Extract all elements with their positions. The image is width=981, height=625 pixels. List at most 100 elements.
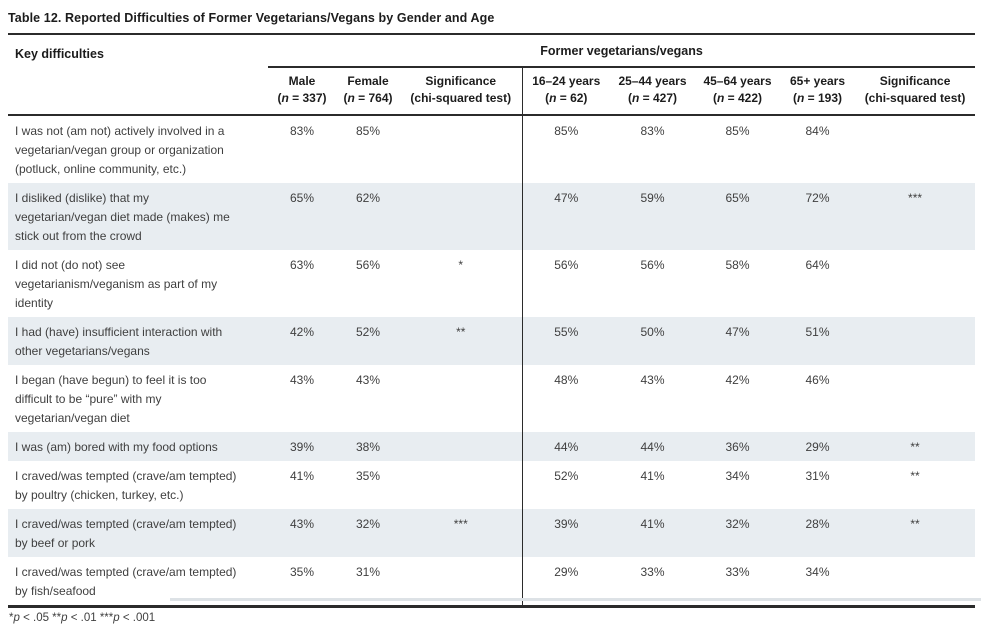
cell-significance-age	[855, 250, 975, 317]
cell-16-24: 44%	[521, 432, 610, 461]
difficulty-label: I had (have) insufficient interaction wi…	[15, 325, 223, 358]
cell-female: 35%	[355, 469, 381, 483]
cell-45-64: 65%	[725, 191, 750, 205]
cell-16-24: 39%	[521, 509, 610, 557]
cell-significance-age	[855, 365, 975, 432]
table-row: I had (have) insufficient interaction wi…	[8, 317, 976, 365]
cell-16-24: 85%	[521, 115, 610, 183]
table-caption: Table 12. Reported Difficulties of Forme…	[8, 11, 495, 25]
cell-male: 35%	[289, 565, 315, 579]
cell-female: 43%	[355, 373, 381, 387]
cell-male: 41%	[289, 469, 315, 483]
column-header-row: Male (n = 337) Female (n = 764) Significan…	[8, 67, 976, 116]
cell-female: 31%	[355, 565, 381, 579]
cell-45-64: 42%	[725, 373, 750, 387]
cell-45-64: 47%	[725, 325, 750, 339]
report-page: Table 12. Reported Difficulties of Forme…	[8, 11, 981, 624]
cell-25-44: 41%	[640, 469, 665, 483]
cell-male: 65%	[289, 191, 315, 205]
cell-significance-gender	[400, 115, 522, 183]
cell-male: 39%	[289, 440, 315, 454]
cell-65-plus: 72%	[805, 191, 830, 205]
cell-female: 32%	[355, 517, 381, 531]
cell-significance-gender	[400, 365, 522, 432]
cell-65-plus: 46%	[805, 373, 830, 387]
col-header-16-24: 16–24 years (n = 62)	[521, 67, 610, 116]
cell-significance-gender: **	[456, 325, 466, 339]
cell-45-64: 34%	[725, 469, 750, 483]
col-header-female: Female (n = 764)	[336, 67, 400, 116]
cell-significance-gender: ***	[453, 517, 468, 531]
difficulty-label: I did not (do not) see vegetarianism/veg…	[15, 258, 218, 310]
table-row: I did not (do not) see vegetarianism/veg…	[8, 250, 975, 317]
table-body: I was not (am not) actively involved in …	[8, 115, 976, 607]
cell-female: 38%	[355, 440, 381, 454]
cell-16-24: 52%	[521, 461, 610, 509]
cell-female: 52%	[355, 325, 381, 339]
former-vegetarians-spanner-header: Former vegetarians/vegans	[268, 34, 976, 68]
cell-significance-age	[855, 115, 975, 183]
cell-25-44: 41%	[640, 517, 665, 531]
cell-25-44: 43%	[640, 373, 665, 387]
cell-25-44: 33%	[640, 565, 665, 579]
cell-16-24: 55%	[521, 317, 610, 365]
cell-male: 63%	[289, 258, 315, 272]
col-header-25-44: 25–44 years (n = 427)	[610, 67, 695, 116]
cell-45-64: 33%	[725, 565, 750, 579]
table-row: I was (am) bored with my food options 39…	[8, 432, 976, 461]
cell-female: 62%	[355, 191, 381, 205]
col-header-45-64: 45–64 years (n = 422)	[695, 67, 780, 116]
cell-significance-age: **	[910, 469, 920, 483]
cell-significance-gender: *	[458, 258, 464, 272]
col-header-male: Male (n = 337)	[268, 67, 336, 116]
cell-45-64: 32%	[725, 517, 750, 531]
cell-significance-gender	[400, 183, 522, 250]
cell-65-plus: 29%	[805, 440, 830, 454]
cell-significance-gender	[400, 461, 522, 509]
difficulty-label: I disliked (dislike) that my vegetarian/…	[15, 191, 230, 243]
difficulty-label: I was (am) bored with my food options	[15, 440, 218, 454]
cell-25-44: 44%	[640, 440, 665, 454]
cell-female: 56%	[355, 258, 381, 272]
significance-footnote: *p < .05 **p < .01 ***p < .001	[9, 612, 156, 624]
cell-significance-age	[855, 317, 975, 365]
table-row: I craved/was tempted (crave/am tempted) …	[8, 509, 976, 557]
spanner-row: Key difficulties Former vegetarians/vega…	[8, 34, 976, 116]
cell-16-24: 47%	[521, 183, 610, 250]
col-header-significance-gender: Significance (chi-squared test)	[400, 67, 522, 116]
cell-65-plus: 34%	[805, 565, 830, 579]
cell-25-44: 59%	[640, 191, 665, 205]
cell-16-24: 56%	[521, 250, 610, 317]
cell-significance-age: ***	[908, 191, 923, 205]
difficulty-label: I craved/was tempted (crave/am tempted) …	[15, 565, 237, 598]
cell-male: 83%	[289, 124, 315, 138]
key-difficulties-header: Key difficulties	[8, 34, 268, 116]
cell-65-plus: 28%	[805, 517, 830, 531]
cell-45-64: 85%	[725, 124, 750, 138]
cell-female: 85%	[355, 124, 381, 138]
cell-significance-gender	[400, 432, 522, 461]
cell-significance-age: **	[910, 440, 920, 454]
table-header: Key difficulties Former vegetarians/vega…	[8, 34, 976, 116]
cell-male: 43%	[289, 517, 315, 531]
difficulty-label: I craved/was tempted (crave/am tempted) …	[15, 469, 237, 502]
cell-65-plus: 84%	[805, 124, 830, 138]
table-row: I craved/was tempted (crave/am tempted) …	[8, 461, 975, 509]
cell-65-plus: 64%	[805, 258, 830, 272]
table-row: I was not (am not) actively involved in …	[8, 115, 975, 183]
table-row: I began (have begun) to feel it is too d…	[8, 365, 975, 432]
cell-65-plus: 31%	[805, 469, 830, 483]
cell-65-plus: 51%	[805, 325, 830, 339]
difficulty-label: I began (have begun) to feel it is too d…	[15, 373, 207, 425]
col-header-65-plus: 65+ years (n = 193)	[780, 67, 855, 116]
difficulties-table: Key difficulties Former vegetarians/vega…	[8, 33, 976, 608]
cell-25-44: 56%	[640, 258, 665, 272]
cell-25-44: 83%	[640, 124, 665, 138]
difficulty-label: I craved/was tempted (crave/am tempted) …	[15, 517, 237, 550]
cell-male: 43%	[289, 373, 315, 387]
cell-16-24: 48%	[521, 365, 610, 432]
clipped-next-content-edge	[170, 598, 981, 601]
table-row: I disliked (dislike) that my vegetarian/…	[8, 183, 976, 250]
cell-25-44: 50%	[640, 325, 665, 339]
difficulty-label: I was not (am not) actively involved in …	[15, 124, 225, 176]
